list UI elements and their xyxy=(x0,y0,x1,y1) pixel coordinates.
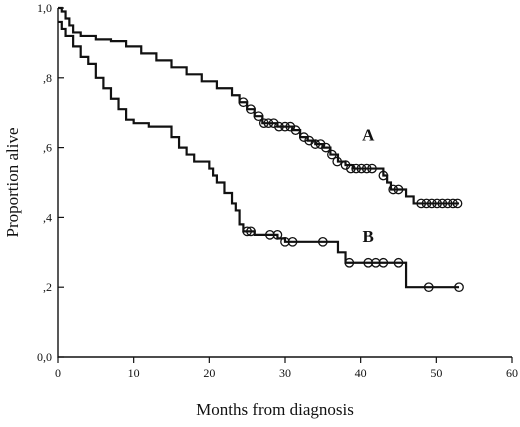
x-tick-label: 10 xyxy=(128,366,140,380)
x-tick-label: 60 xyxy=(506,366,518,380)
y-axis-title: Proportion alive xyxy=(3,127,22,237)
y-tick-label: 0,0 xyxy=(37,350,52,364)
censor-marker-b xyxy=(370,257,381,268)
censor-marker-a xyxy=(361,163,372,174)
censor-marker-a xyxy=(321,142,331,153)
x-axis-title: Months from diagnosis xyxy=(196,400,354,419)
censor-marker-b xyxy=(378,257,389,268)
censor-marker-a xyxy=(258,118,269,129)
series-annotations: AB xyxy=(362,126,375,246)
censor-marker-b xyxy=(454,282,464,293)
censor-marker-a xyxy=(253,111,264,122)
y-tick-label: ,8 xyxy=(43,71,52,85)
censor-marker-a xyxy=(432,198,442,209)
censor-marker-a xyxy=(393,184,404,195)
censor-marker-a xyxy=(421,198,432,209)
censor-marker-b xyxy=(280,236,290,247)
censor-marker-a xyxy=(426,198,437,209)
censor-marker-a xyxy=(378,170,389,181)
survival-curve-b xyxy=(58,20,460,289)
x-tick-label: 40 xyxy=(355,366,367,380)
x-tick-label: 30 xyxy=(279,366,291,380)
censor-marker-b xyxy=(393,257,404,268)
censor-marker-a xyxy=(332,156,343,167)
censor-marker-a xyxy=(290,125,301,135)
censor-marker-b xyxy=(246,226,256,237)
censor-marker-a xyxy=(274,121,284,132)
censor-marker-a xyxy=(280,121,290,132)
censor-marker-a xyxy=(442,198,453,209)
censor-marker-a xyxy=(246,104,256,115)
censor-marker-a xyxy=(448,198,458,209)
censor-marker-b xyxy=(272,230,283,240)
y-tick-label: ,6 xyxy=(43,141,52,155)
censor-marker-b xyxy=(344,257,355,268)
censor-marker-b xyxy=(265,230,275,240)
series-label-a: A xyxy=(362,126,375,145)
y-tick-label: ,4 xyxy=(43,210,52,224)
censor-marker-b xyxy=(242,226,253,237)
x-axis-ticks: 0 10 20 30 40 50 60 xyxy=(55,357,518,380)
censor-marker-a xyxy=(416,198,427,209)
censor-marker-a xyxy=(327,149,337,160)
censor-marker-a xyxy=(437,198,448,209)
axis-lines xyxy=(57,8,512,358)
censor-marker-b xyxy=(423,282,434,293)
censor-marker-a xyxy=(351,163,361,174)
y-axis-ticks: 0,0 ,2 ,4 ,6 ,8 1,0 xyxy=(37,1,64,364)
censor-marker-a xyxy=(367,163,377,174)
x-tick-label: 20 xyxy=(203,366,215,380)
censor-marker-a xyxy=(238,97,249,108)
censor-marker-b xyxy=(363,257,374,268)
x-tick-label: 50 xyxy=(430,366,442,380)
censor-marker-a xyxy=(388,184,399,195)
censor-marker-b xyxy=(287,236,298,247)
survival-curves xyxy=(58,6,460,289)
y-tick-label: ,2 xyxy=(43,280,52,294)
censor-marker-b xyxy=(317,236,328,247)
censored-markers xyxy=(238,97,464,293)
censor-marker-a xyxy=(356,163,367,174)
censor-marker-a xyxy=(345,163,356,174)
censor-marker-a xyxy=(452,198,463,209)
y-tick-label: 1,0 xyxy=(37,1,52,15)
censor-marker-a xyxy=(310,139,321,149)
censor-marker-a xyxy=(263,118,274,129)
series-label-b: B xyxy=(363,227,374,246)
x-tick-label: 0 xyxy=(55,366,61,380)
